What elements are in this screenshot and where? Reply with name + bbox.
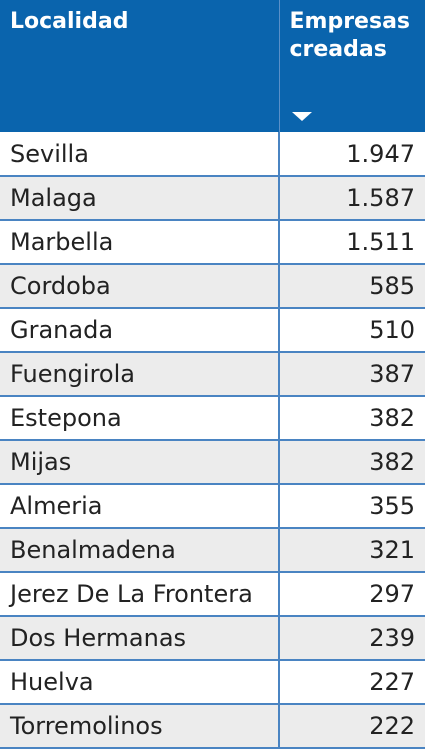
cell-localidad: Fuengirola (0, 352, 280, 397)
cell-empresas-creadas: 222 (279, 704, 425, 749)
cell-localidad: Benalmadena (0, 528, 280, 573)
column-header-empresas-creadas[interactable]: Empresas creadas (279, 0, 425, 132)
cell-localidad: Granada (0, 308, 280, 353)
cell-empresas-creadas: 1.587 (279, 176, 425, 221)
table-row: Fuengirola 387 (0, 352, 425, 397)
cell-localidad: Jerez De La Frontera (0, 572, 280, 617)
table-row: Dos Hermanas 239 (0, 616, 425, 661)
cell-empresas-creadas: 382 (279, 440, 425, 485)
column-header-localidad-label: Localidad (10, 9, 129, 34)
cell-empresas-creadas: 510 (279, 308, 425, 353)
cell-localidad: Marbella (0, 220, 280, 265)
table-row: Marbella 1.511 (0, 220, 425, 265)
cell-localidad: Torremolinos (0, 704, 280, 749)
cell-empresas-creadas: 239 (279, 616, 425, 661)
cell-empresas-creadas: 585 (279, 264, 425, 309)
cell-empresas-creadas: 321 (279, 528, 425, 573)
cell-localidad: Dos Hermanas (0, 616, 280, 661)
caret-down-icon[interactable] (291, 112, 312, 121)
cell-localidad: Estepona (0, 396, 280, 441)
table-header-row: Localidad Empresas creadas (0, 0, 425, 132)
cell-empresas-creadas: 227 (279, 660, 425, 705)
table-row: Estepona 382 (0, 396, 425, 441)
table-row: Almeria 355 (0, 484, 425, 529)
cell-empresas-creadas: 297 (279, 572, 425, 617)
table-row: Huelva 227 (0, 660, 425, 705)
table-row: Cordoba 585 (0, 264, 425, 309)
column-header-empresas-creadas-label: Empresas creadas (289, 9, 411, 62)
table-row: Sevilla 1.947 (0, 132, 425, 177)
table-row: Jerez De La Frontera 297 (0, 572, 425, 617)
cell-empresas-creadas: 382 (279, 396, 425, 441)
column-header-localidad[interactable]: Localidad (0, 0, 280, 132)
cell-empresas-creadas: 1.511 (279, 220, 425, 265)
cell-localidad: Huelva (0, 660, 280, 705)
table-row: Malaga 1.587 (0, 176, 425, 221)
cell-localidad: Malaga (0, 176, 280, 221)
table-row: Granada 510 (0, 308, 425, 353)
table-row: Torremolinos 222 (0, 704, 425, 749)
cell-localidad: Cordoba (0, 264, 280, 309)
cell-localidad: Almeria (0, 484, 280, 529)
table-row: Benalmadena 321 (0, 528, 425, 573)
cell-empresas-creadas: 387 (279, 352, 425, 397)
cell-empresas-creadas: 355 (279, 484, 425, 529)
cell-localidad: Mijas (0, 440, 280, 485)
table-body: Sevilla 1.947 Malaga 1.587 Marbella 1.511 Cord… (0, 132, 425, 749)
table-row: Mijas 382 (0, 440, 425, 485)
cell-localidad: Sevilla (0, 132, 280, 177)
cell-empresas-creadas: 1.947 (279, 132, 425, 177)
